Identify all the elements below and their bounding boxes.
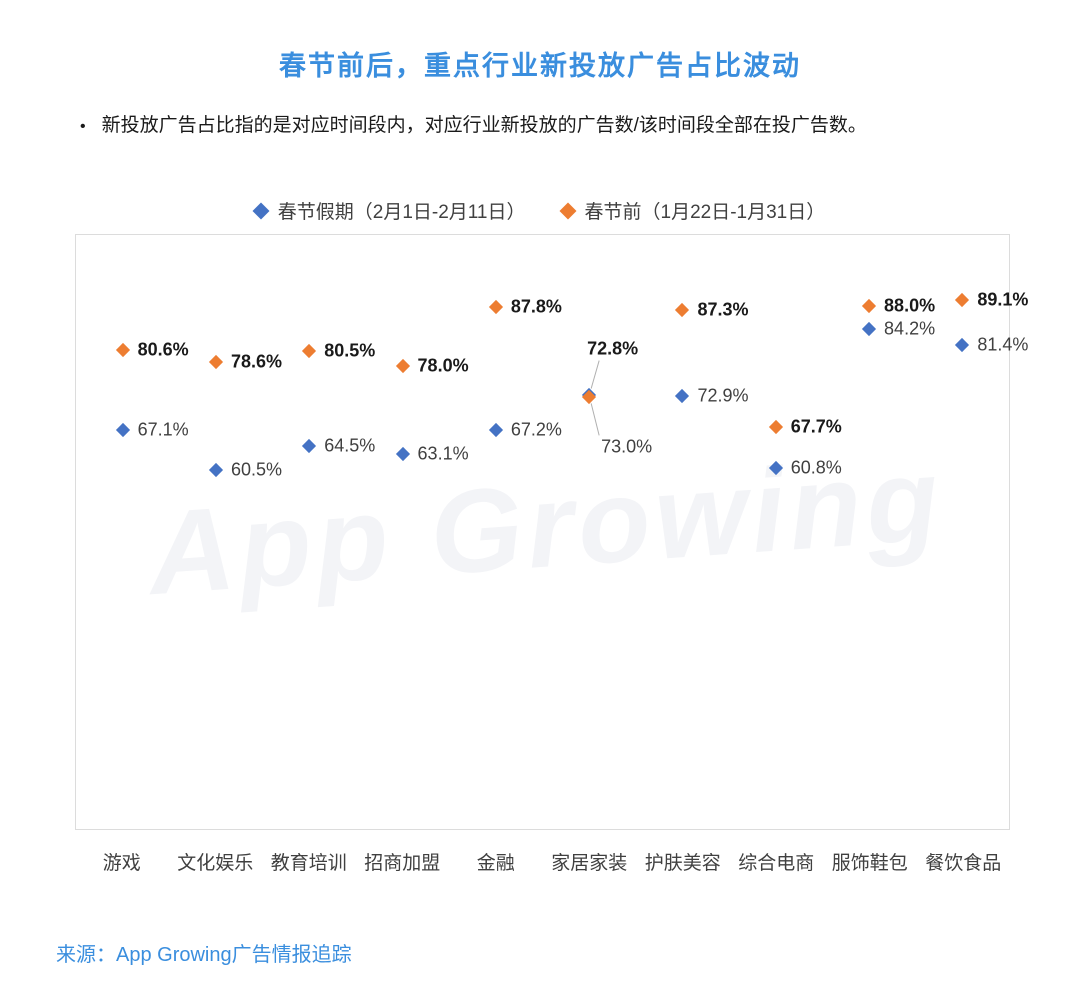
x-axis-label: 游戏: [102, 853, 141, 874]
data-point-label: 72.9%: [697, 385, 749, 406]
note-text: 新投放广告占比指的是对应时间段内，对应行业新投放的广告数/该时间段全部在投广告数…: [101, 115, 867, 136]
note: • 新投放广告占比指的是对应时间段内，对应行业新投放的广告数/该时间段全部在投广…: [80, 114, 1030, 139]
legend-item-pre-holiday: 春节前（1月22日-1月31日）: [559, 197, 826, 224]
diamond-icon: [559, 202, 577, 219]
watermark: App Growing: [144, 432, 948, 621]
diamond-marker: [302, 343, 317, 358]
source-text: 来源：App Growing广告情报追踪: [56, 944, 352, 966]
diamond-marker: [955, 292, 970, 307]
data-point-label: 89.1%: [977, 289, 1029, 310]
data-point-label: 60.8%: [790, 457, 842, 478]
data-point-label: 67.7%: [790, 416, 842, 437]
x-axis-label: 招商加盟: [364, 853, 441, 874]
x-axis-label: 文化娱乐: [177, 853, 254, 874]
data-point-label: 80.6%: [137, 339, 189, 360]
legend: 春节假期（2月1日-2月11日） 春节前（1月22日-1月31日）: [0, 197, 1080, 224]
x-axis-label: 护肤美容: [644, 853, 721, 874]
data-point-label: 60.5%: [230, 459, 282, 480]
data-point-label: 72.8%: [587, 338, 639, 359]
data-point-label: 87.8%: [510, 296, 562, 317]
note-bullet: •: [80, 118, 86, 135]
page-title: 春节前后，重点行业新投放广告占比波动: [279, 51, 801, 81]
diamond-marker: [208, 355, 224, 370]
x-axis-label: 家居家装: [551, 853, 628, 874]
chart-plot-area: App Growing 67.1% 60.5% 64.5% 63.1% 67.2% 73.…: [75, 234, 1028, 830]
legend-item-holiday: 春节假期（2月1日-2月11日）: [252, 197, 526, 224]
legend-item-label: 春节前（1月22日-1月31日）: [584, 202, 826, 223]
data-point-label: 67.1%: [137, 419, 189, 440]
leader-line: [590, 403, 600, 436]
data-point-label: 78.0%: [417, 355, 469, 376]
data-point-label: 81.4%: [977, 334, 1029, 355]
x-axis-label: 金融: [476, 853, 515, 874]
diamond-marker: [115, 423, 130, 438]
diamond-marker: [675, 388, 690, 404]
diamond-marker: [675, 303, 690, 318]
data-point-label: 63.1%: [417, 443, 469, 464]
diamond-marker: [208, 462, 224, 477]
x-axis-label: 餐饮食品: [925, 853, 1002, 874]
diamond-marker: [302, 438, 317, 453]
diamond-icon: [252, 202, 270, 219]
diamond-marker: [488, 300, 503, 315]
data-point-label: 80.5%: [324, 340, 376, 361]
diamond-marker: [861, 299, 877, 314]
data-point-label: 87.3%: [697, 299, 749, 320]
diamond-marker: [861, 321, 877, 336]
legend-item-label: 春节假期（2月1日-2月11日）: [277, 202, 526, 223]
data-point-label: 67.2%: [510, 419, 562, 440]
diamond-marker: [768, 460, 783, 475]
data-point-label: 88.0%: [884, 295, 936, 316]
diamond-marker: [768, 419, 783, 434]
data-point-label: 84.2%: [884, 318, 936, 339]
data-point-label: 78.6%: [230, 351, 282, 372]
diamond-marker: [488, 422, 503, 437]
x-axis-label: 综合电商: [738, 853, 815, 874]
diamond-marker: [955, 338, 970, 353]
x-axis: 游戏 文化娱乐 教育培训 招商加盟 金融 家居家装 护肤美容 综合电商 服饰鞋包 餐饮食品: [75, 848, 1010, 875]
x-axis-label: 教育培训: [270, 853, 347, 874]
x-axis-label: 服饰鞋包: [831, 853, 908, 874]
leader-line: [590, 360, 600, 389]
diamond-marker: [395, 358, 410, 373]
data-point-label: 73.0%: [601, 436, 653, 457]
diamond-marker: [395, 447, 410, 462]
data-point-label: 64.5%: [324, 435, 376, 456]
diamond-marker: [115, 343, 130, 358]
